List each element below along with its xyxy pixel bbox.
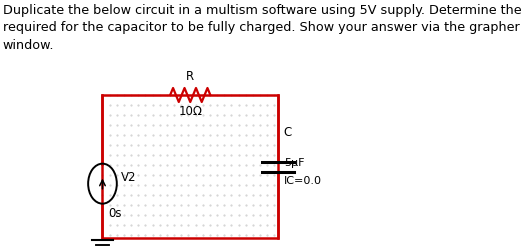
Bar xyxy=(103,95,278,238)
Text: IC=0.0: IC=0.0 xyxy=(284,175,322,185)
Text: 5μF: 5μF xyxy=(284,158,304,169)
Text: R: R xyxy=(186,70,194,83)
Text: C: C xyxy=(284,125,292,138)
Text: 10Ω: 10Ω xyxy=(178,105,202,118)
Text: Duplicate the below circuit in a multism software using 5V supply. Determine the: Duplicate the below circuit in a multism… xyxy=(3,4,524,52)
Text: V2: V2 xyxy=(121,171,137,184)
Text: 0s: 0s xyxy=(108,207,122,220)
